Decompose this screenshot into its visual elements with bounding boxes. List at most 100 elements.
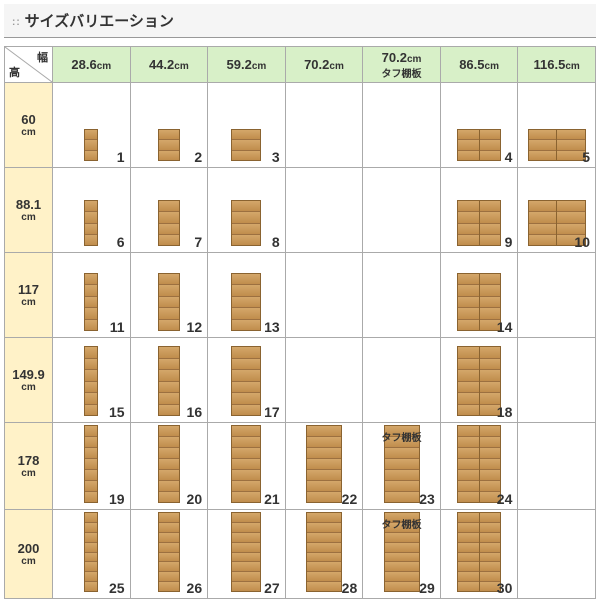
header-row: 幅 高 28.6cm44.2cm59.2cm70.2cm70.2cmタフ棚板86… — [5, 47, 596, 83]
cell-number: 14 — [497, 319, 513, 335]
size-cell[interactable]: 16 — [130, 338, 208, 423]
cell-number: 4 — [505, 149, 513, 165]
size-cell[interactable]: 21 — [208, 423, 286, 510]
size-cell[interactable]: 2 — [130, 83, 208, 168]
col-header: 116.5cm — [518, 47, 596, 83]
size-cell[interactable]: 12 — [130, 253, 208, 338]
size-cell[interactable]: 13 — [208, 253, 286, 338]
size-cell[interactable]: 18 — [440, 338, 518, 423]
cell-number: 3 — [272, 149, 280, 165]
col-header: 70.2cmタフ棚板 — [363, 47, 441, 83]
size-cell[interactable]: 3 — [208, 83, 286, 168]
cell-number: 16 — [187, 404, 203, 420]
size-cell — [518, 253, 596, 338]
tough-tag: タフ棚板 — [382, 516, 422, 531]
cell-number: 8 — [272, 234, 280, 250]
col-header: 86.5cm — [440, 47, 518, 83]
title-dots-icon: :: — [12, 17, 21, 28]
corner-cell: 幅 高 — [5, 47, 53, 83]
cell-number: 5 — [582, 149, 590, 165]
cell-number: 9 — [505, 234, 513, 250]
size-cell[interactable]: 10 — [518, 168, 596, 253]
table-row: 117cm 11 12 13 14 — [5, 253, 596, 338]
cell-number: 21 — [264, 491, 280, 507]
title-text: サイズバリエーション — [25, 13, 174, 30]
row-header: 60cm — [5, 83, 53, 168]
size-cell[interactable]: 17 — [208, 338, 286, 423]
cell-number: 2 — [194, 149, 202, 165]
cell-number: 15 — [109, 404, 125, 420]
size-cell[interactable]: 4 — [440, 83, 518, 168]
size-cell[interactable]: 5 — [518, 83, 596, 168]
cell-number: 27 — [264, 580, 280, 596]
size-cell[interactable]: 8 — [208, 168, 286, 253]
cell-number: 11 — [110, 319, 125, 335]
size-cell[interactable]: 14 — [440, 253, 518, 338]
size-cell[interactable]: 7 — [130, 168, 208, 253]
cell-number: 24 — [497, 491, 513, 507]
size-cell[interactable]: 28 — [285, 510, 363, 599]
col-header: 28.6cm — [53, 47, 131, 83]
corner-width-label: 幅 — [37, 49, 48, 65]
cell-number: 23 — [419, 491, 435, 507]
size-cell — [518, 338, 596, 423]
cell-number: 6 — [117, 234, 125, 250]
size-cell[interactable]: 29 タフ棚板 — [363, 510, 441, 599]
table-row: 178cm 19 20 21 22 23 タフ棚板 24 — [5, 423, 596, 510]
cell-number: 17 — [264, 404, 280, 420]
size-cell[interactable]: 23 タフ棚板 — [363, 423, 441, 510]
size-cell[interactable]: 30 — [440, 510, 518, 599]
cell-number: 1 — [117, 149, 125, 165]
table-row: 200cm25 26 27 28 29 タフ棚板 30 — [5, 510, 596, 599]
cell-number: 22 — [342, 491, 358, 507]
size-cell — [285, 168, 363, 253]
size-cell[interactable]: 9 — [440, 168, 518, 253]
size-cell — [363, 83, 441, 168]
cell-number: 18 — [497, 404, 513, 420]
row-header: 178cm — [5, 423, 53, 510]
size-cell[interactable]: 19 — [53, 423, 131, 510]
size-cell — [285, 253, 363, 338]
row-header: 149.9cm — [5, 338, 53, 423]
section-title: ::サイズバリエーション — [4, 4, 596, 38]
size-cell — [285, 83, 363, 168]
col-header: 44.2cm — [130, 47, 208, 83]
table-row: 88.1cm 6 7 8 9 10 — [5, 168, 596, 253]
size-cell[interactable]: 22 — [285, 423, 363, 510]
size-cell — [518, 423, 596, 510]
size-cell — [363, 338, 441, 423]
size-cell[interactable]: 1 — [53, 83, 131, 168]
tough-tag: タフ棚板 — [382, 429, 422, 444]
size-cell — [518, 510, 596, 599]
size-cell — [363, 168, 441, 253]
size-cell[interactable]: 25 — [53, 510, 131, 599]
cell-number: 28 — [342, 580, 358, 596]
cell-number: 29 — [419, 580, 435, 596]
size-cell — [363, 253, 441, 338]
table-row: 60cm 1 2 3 4 5 — [5, 83, 596, 168]
size-cell[interactable]: 6 — [53, 168, 131, 253]
cell-number: 7 — [194, 234, 202, 250]
table-body: 60cm1234588.1cm678910117cm11121314149.9c… — [5, 83, 596, 599]
size-cell[interactable]: 11 — [53, 253, 131, 338]
row-header: 88.1cm — [5, 168, 53, 253]
table-row: 149.9cm 15 16 17 18 — [5, 338, 596, 423]
cell-number: 12 — [187, 319, 203, 335]
row-header: 200cm — [5, 510, 53, 599]
cell-number: 30 — [497, 580, 513, 596]
cell-number: 19 — [109, 491, 125, 507]
size-cell[interactable]: 15 — [53, 338, 131, 423]
size-cell[interactable]: 24 — [440, 423, 518, 510]
corner-height-label: 高 — [9, 64, 20, 80]
cell-number: 26 — [187, 580, 203, 596]
size-cell[interactable]: 20 — [130, 423, 208, 510]
size-cell[interactable]: 26 — [130, 510, 208, 599]
col-header: 70.2cm — [285, 47, 363, 83]
size-cell[interactable]: 27 — [208, 510, 286, 599]
cell-number: 13 — [264, 319, 280, 335]
size-cell — [285, 338, 363, 423]
cell-number: 10 — [574, 234, 590, 250]
row-header: 117cm — [5, 253, 53, 338]
size-variation-table: 幅 高 28.6cm44.2cm59.2cm70.2cm70.2cmタフ棚板86… — [4, 46, 596, 599]
col-header: 59.2cm — [208, 47, 286, 83]
